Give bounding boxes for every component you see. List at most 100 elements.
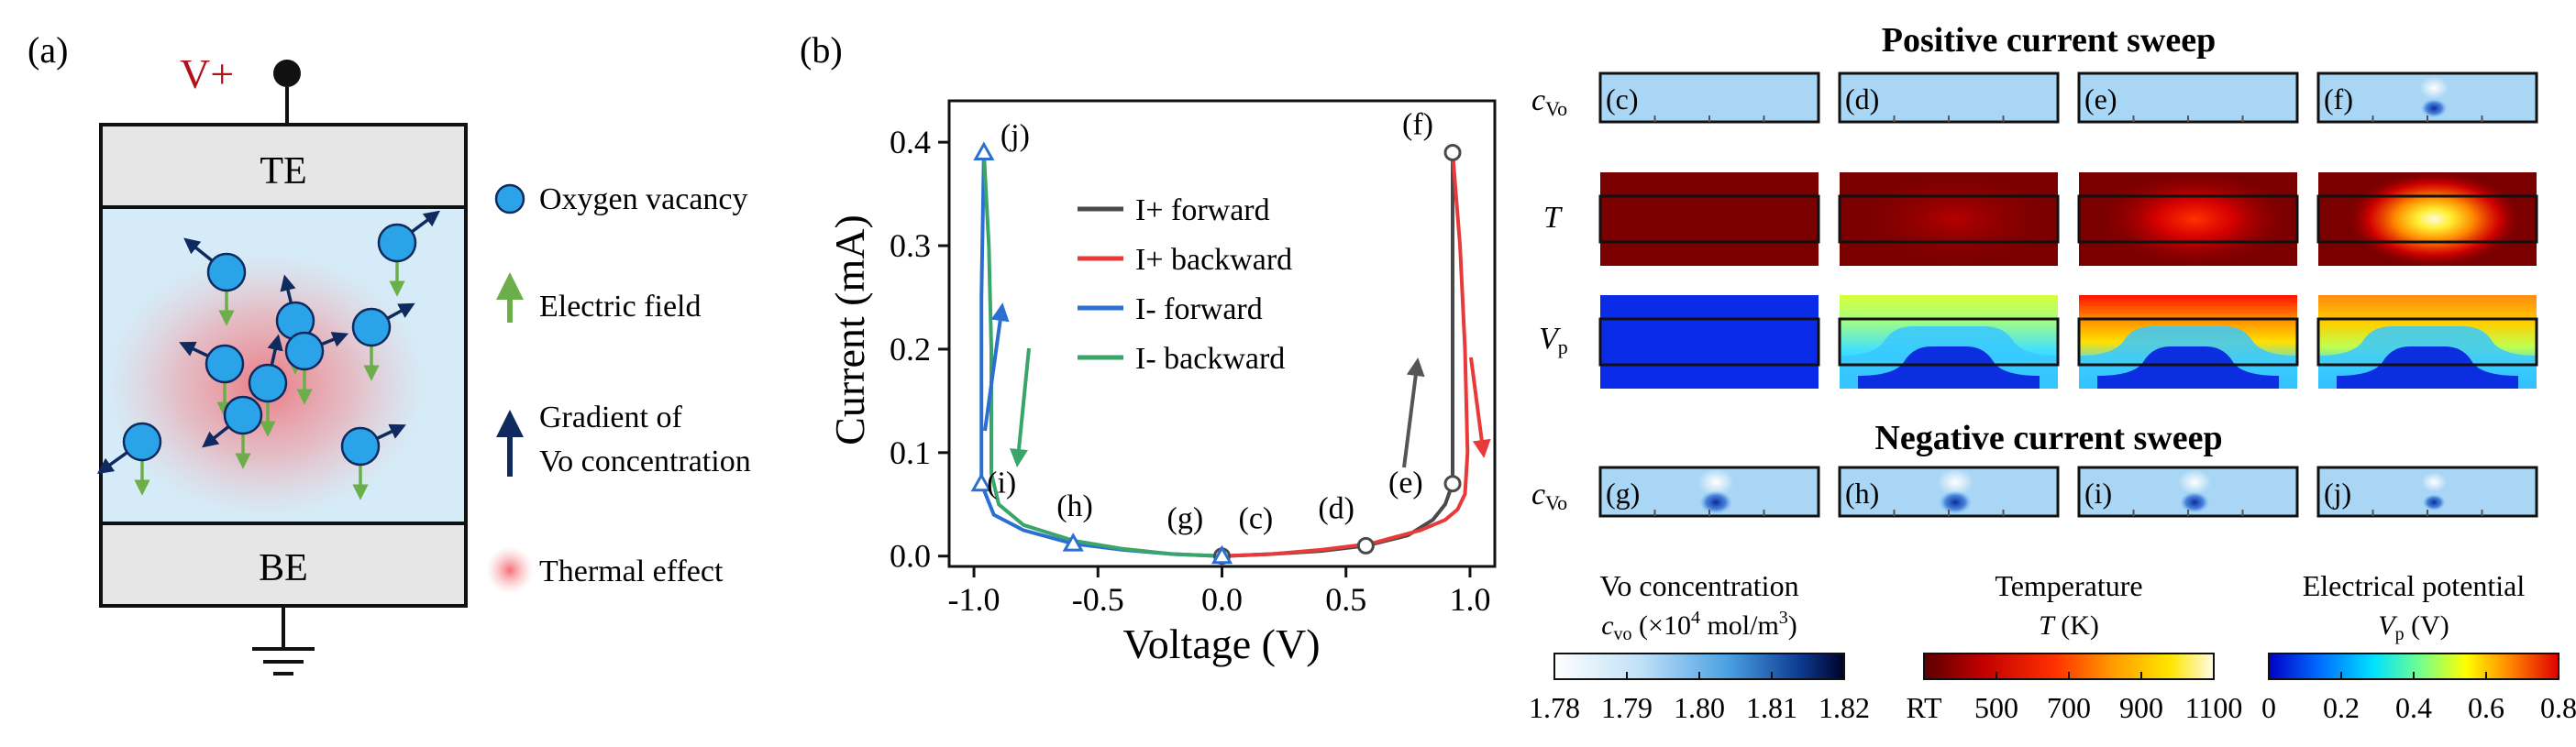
map-label: (j) bbox=[2324, 477, 2351, 510]
vacancy-circle bbox=[223, 395, 263, 435]
oxygen-vacancy bbox=[351, 302, 415, 381]
panel-a: (a) V+ TE BE Oxygen vacancy Electric fie… bbox=[28, 29, 751, 676]
series-line-4 bbox=[981, 152, 1222, 558]
marker-label: (g) bbox=[1167, 502, 1204, 536]
bottom-electrode bbox=[99, 522, 468, 608]
ground-icon bbox=[252, 647, 315, 676]
colorbar-gradient bbox=[1923, 653, 2215, 680]
vo-accumulation-spot bbox=[1699, 490, 1733, 515]
y-tick-label: 0.2 bbox=[890, 331, 931, 368]
voltage-label: V+ bbox=[180, 50, 234, 97]
y-tick-label: 0.0 bbox=[890, 538, 931, 575]
potential-field bbox=[1600, 295, 1819, 389]
map-label: (e) bbox=[2084, 82, 2117, 115]
marker-circle bbox=[1356, 536, 1375, 555]
device-outline bbox=[2077, 317, 2299, 367]
map-label: (g) bbox=[1606, 477, 1640, 510]
marker-triangle bbox=[973, 141, 995, 160]
chart-ticks: -1.0 -0.5 0.0 0.5 1.0 0.0 0.1 0.2 0.3 0.4 bbox=[890, 124, 1490, 618]
oxygen-vacancy bbox=[202, 395, 263, 469]
cvo-map: (j) bbox=[2316, 466, 2538, 518]
oxygen-vacancy bbox=[284, 331, 349, 405]
colorbar-tick-label: 1.81 bbox=[1746, 691, 1797, 724]
x-axis-label: Voltage (V) bbox=[1122, 621, 1320, 667]
colorbar-tick-label: 900 bbox=[2119, 691, 2163, 724]
cvo-map: (h) bbox=[1838, 466, 2060, 518]
vacancy-circle bbox=[377, 223, 417, 263]
cvo-map: (f) bbox=[2316, 71, 2538, 124]
chart-markers: (f) (e) (d) (c) (g) (h) (i) (j) bbox=[970, 107, 1462, 566]
hot-spot bbox=[2098, 171, 2292, 267]
temperature-field bbox=[1600, 172, 1819, 266]
colorbar-3: Electrical potential Vp (V) 0 0.2 0.4 0.6 0.8 bbox=[2261, 569, 2576, 724]
colorbar-tick-label: 1.79 bbox=[1601, 691, 1653, 724]
colorbar-tick-label: 1100 bbox=[2185, 691, 2243, 724]
device-outline bbox=[1838, 317, 2060, 367]
panel-c: Positive current sweep Negative current … bbox=[1529, 21, 2576, 724]
panel-b-label: (b) bbox=[800, 29, 843, 71]
panel-a-label: (a) bbox=[28, 29, 68, 71]
marker-label: (c) bbox=[1239, 502, 1274, 536]
potential-map bbox=[2316, 295, 2538, 389]
map-label: (h) bbox=[1845, 477, 1879, 510]
colorbar-tick-label: 700 bbox=[2047, 691, 2091, 724]
x-tick-label: 0.0 bbox=[1201, 581, 1243, 618]
legend-electric-field: Electric field bbox=[539, 290, 702, 324]
potential-map bbox=[2077, 295, 2299, 389]
device-outline bbox=[1598, 194, 1820, 244]
legend-gradient-line1: Gradient of bbox=[539, 401, 682, 434]
chart-series bbox=[979, 152, 1470, 558]
oxygen-vacancy bbox=[248, 334, 288, 437]
vacancy-circle bbox=[351, 307, 392, 347]
gradient-arrow bbox=[409, 210, 441, 235]
colorbar-tick-label: 0.8 bbox=[2540, 691, 2576, 724]
iplus-forward-direction-arrow bbox=[1402, 357, 1425, 468]
colorbar-title: Temperature bbox=[1995, 569, 2142, 602]
colorbar-tick-label: 0.4 bbox=[2395, 691, 2432, 724]
panel-b: (b) -1.0 -0.5 0.0 0.5 1.0 0.0 0.1 0.2 0.3 0.4 (f)… bbox=[800, 29, 1497, 667]
gradient-arrow bbox=[280, 274, 296, 305]
iv-chart: -1.0 -0.5 0.0 0.5 1.00.00.10.20.30.4 (f) (e) (… bbox=[826, 99, 1497, 667]
marker-triangle bbox=[970, 472, 992, 492]
colorbar-subtitle: cvo (×104 mol/m3) bbox=[1601, 608, 1797, 644]
gradient-arrow bbox=[374, 423, 406, 441]
row-label-cvo-positive: cVo bbox=[1531, 83, 1567, 120]
cvo-field bbox=[1600, 73, 1819, 122]
legend-thermal: Thermal effect bbox=[539, 555, 724, 588]
potential-map bbox=[1838, 295, 2060, 389]
simulation-maps: (c) (g) (d) (h) (e) (i) (f) (j) bbox=[1598, 71, 2538, 518]
colorbar-tick-label: 1.80 bbox=[1674, 691, 1725, 724]
positive-sweep-title: Positive current sweep bbox=[1882, 21, 2216, 60]
y-axis-label: Current (mA) bbox=[826, 214, 873, 445]
gradient-arrow bbox=[384, 302, 415, 321]
marker-label: (e) bbox=[1388, 467, 1423, 500]
vacancy-circle bbox=[284, 331, 325, 371]
series-line-2 bbox=[1222, 152, 1470, 558]
device-outline bbox=[1598, 317, 1820, 367]
vo-depletion-spot bbox=[2419, 76, 2449, 99]
marker-triangle bbox=[1062, 533, 1084, 552]
cvo-field bbox=[2079, 73, 2297, 122]
vo-accumulation-spot bbox=[2422, 494, 2446, 511]
y-tick-label: 0.4 bbox=[890, 124, 931, 160]
oxygen-vacancy bbox=[96, 422, 162, 496]
marker-label: (h) bbox=[1056, 489, 1093, 523]
vo-depletion-spot bbox=[2421, 472, 2448, 492]
oxygen-vacancy-icon bbox=[494, 183, 525, 214]
vacancy-circle bbox=[248, 363, 288, 403]
x-tick-label: -1.0 bbox=[948, 581, 1001, 618]
vacancy-circle bbox=[206, 252, 247, 292]
legend-entry: I- backward bbox=[1135, 342, 1285, 376]
colorbar-2: Temperature T (K) RT 500 700 900 1100 bbox=[1907, 569, 2243, 724]
vo-accumulation-spot bbox=[2420, 98, 2448, 118]
hot-spot bbox=[2347, 171, 2522, 267]
colorbar-tick-label: 0.6 bbox=[2468, 691, 2504, 724]
cvo-field bbox=[1840, 73, 2058, 122]
oxygen-vacancy bbox=[179, 341, 245, 418]
potential-core bbox=[2337, 346, 2518, 389]
cvo-map: (e) bbox=[2077, 71, 2299, 124]
iplus-backward-direction-arrow bbox=[1469, 357, 1491, 458]
marker-label: (f) bbox=[1402, 107, 1433, 141]
negative-sweep-title: Negative current sweep bbox=[1874, 419, 2222, 457]
marker-circle bbox=[1443, 143, 1462, 161]
